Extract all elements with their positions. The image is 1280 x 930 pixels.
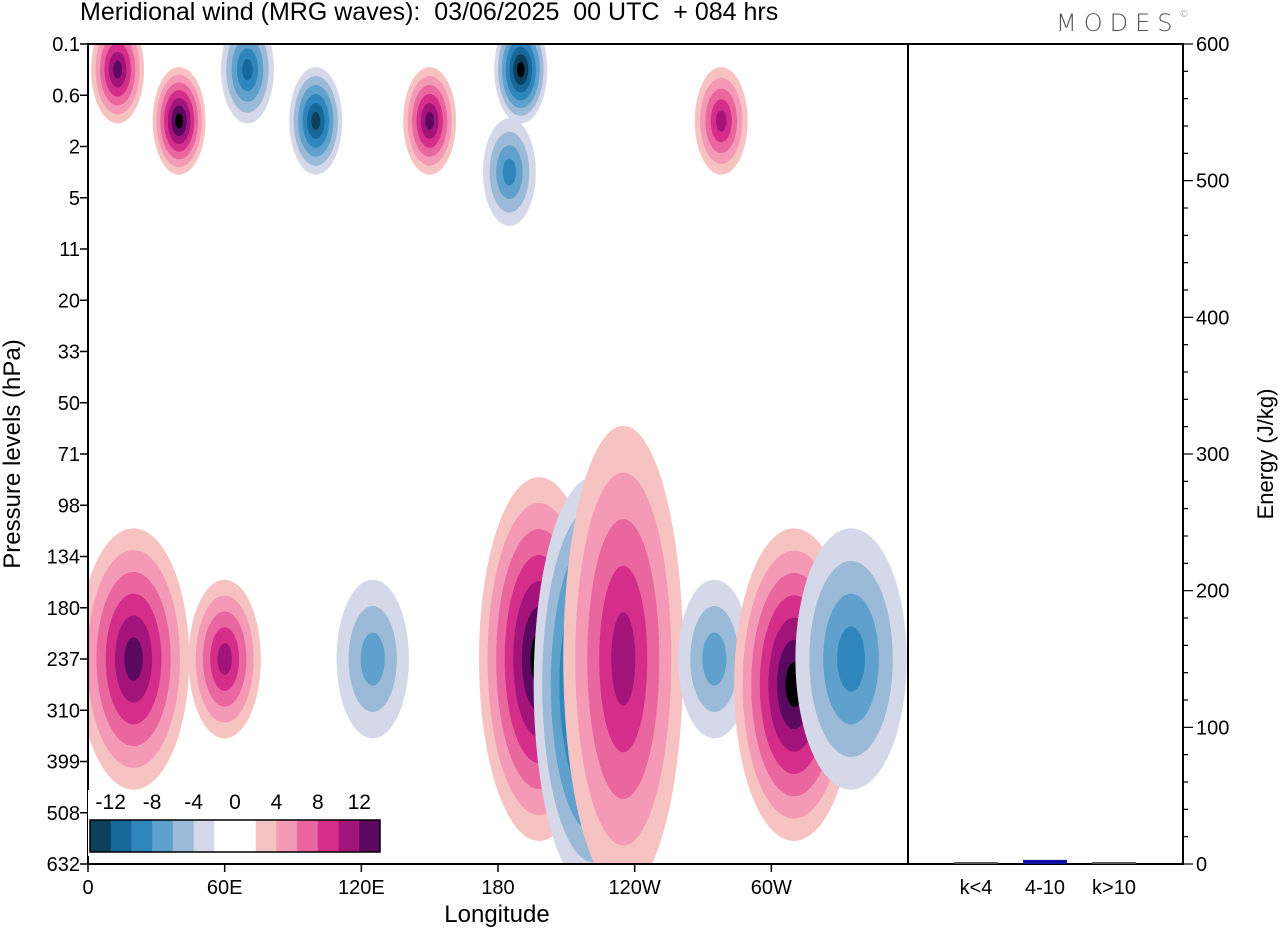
y-tick-label: 310: [47, 700, 80, 722]
contour-fill: [837, 626, 865, 692]
colorbar-swatch: [172, 820, 195, 852]
colorbar-label: 12: [348, 791, 371, 814]
colorbar-swatch: [359, 820, 381, 852]
colorbar-label: 4: [271, 791, 283, 814]
y-tick-label: 20: [58, 290, 80, 312]
colorbar-swatch: [90, 820, 112, 852]
contour-fill: [360, 632, 385, 686]
y-tick-label: 11: [59, 239, 80, 261]
energy-tick-label: 300: [1196, 444, 1229, 466]
energy-bar: [1023, 859, 1067, 864]
wind-anomaly-positive-0: [91, 44, 145, 124]
colorbar-swatch: [131, 820, 153, 852]
energy-tick-label: 500: [1196, 171, 1229, 193]
contour-fill: [124, 637, 143, 681]
colorbar-frame: [89, 819, 381, 853]
longitude-ticks: 0 60E 120E 180 120W 60W: [82, 864, 792, 899]
wind-anomaly-positive-1: [152, 67, 206, 175]
colorbar-label: 0: [229, 791, 241, 814]
energy-tick-label: 200: [1196, 581, 1229, 603]
x-tick-label: 180: [481, 877, 514, 899]
wind-anomaly-negative-5: [494, 44, 548, 124]
wind-anomaly-positive-4: [403, 67, 457, 175]
y-tick-label: 237: [47, 649, 80, 671]
colorbar-swatch: [276, 820, 298, 852]
wind-anomaly-negative-3: [289, 67, 343, 175]
y-tick-label: 0.6: [52, 85, 80, 107]
x-tick-label: 0: [82, 877, 93, 899]
chart-title: Meridional wind (MRG waves): 03/06/2025 …: [80, 0, 779, 26]
x-axis-label: Longitude: [444, 901, 549, 928]
y-tick-label: 632: [47, 854, 80, 876]
x-tick-label: 60E: [207, 877, 243, 899]
colorbar-swatch: [214, 820, 236, 852]
y-tick-label: 508: [47, 803, 80, 825]
energy-category-label: k<4: [960, 877, 993, 899]
colorbar-swatch: [110, 820, 132, 852]
y-tick-label: 399: [47, 752, 80, 774]
wind-anomaly-negative-16: [795, 528, 907, 790]
energy-axis-label: Energy (J/kg): [1253, 389, 1278, 520]
colorbar-swatch: [255, 820, 277, 852]
contour-fill: [311, 111, 321, 130]
energy-category-label: k>10: [1092, 877, 1136, 899]
contour-fill: [175, 113, 183, 129]
modes-logo: MODES©: [1056, 9, 1189, 37]
colorbar-label: -4: [184, 791, 203, 814]
contour-fill: [425, 111, 435, 130]
x-tick-label: 120E: [338, 877, 385, 899]
contour-fill: [217, 643, 232, 675]
contour-fill: [242, 58, 253, 81]
contour-fill: [702, 632, 727, 686]
colorbar-swatch: [297, 820, 319, 852]
energy-ticks: 0 100 200 300 400 500 600: [1183, 34, 1229, 876]
energy-bar: [954, 862, 998, 864]
colorbar: -12 -8 -4 0 4 8 12: [88, 790, 382, 856]
y-tick-label: 2: [69, 137, 80, 159]
y-tick-label: 50: [58, 393, 80, 415]
contour-fill: [611, 612, 636, 706]
colorbar-swatch: [152, 820, 174, 852]
energy-tick-label: 600: [1196, 34, 1229, 56]
y-tick-label: 0.1: [52, 34, 80, 56]
wind-anomaly-negative-2: [221, 44, 274, 124]
colorbar-label: -12: [96, 791, 126, 814]
energy-tick-label: 400: [1196, 307, 1229, 329]
wind-anomaly-negative-10: [336, 579, 409, 739]
contour-fill: [516, 61, 525, 78]
contour-fill: [113, 60, 123, 79]
y-axis-label: Pressure levels (hPa): [0, 339, 26, 568]
wind-anomaly-negative-14: [678, 579, 751, 739]
y-tick-label: 71: [58, 444, 80, 466]
colorbar-label: -8: [143, 791, 162, 814]
pressure-level-ticks: 0.1 0.6 2 5 11 20 33 50 71 98 134 180 237 310 399 508 63…: [47, 34, 88, 876]
y-tick-label: 134: [47, 547, 80, 569]
colorbar-swatch: [235, 820, 257, 852]
energy-tick-label: 0: [1196, 854, 1207, 876]
x-tick-label: 60W: [751, 877, 792, 899]
wind-anomaly-positive-9: [188, 579, 261, 739]
y-tick-label: 180: [47, 598, 80, 620]
energy-panel-frame: [907, 43, 1184, 865]
wind-anomaly-positive-8: [88, 528, 190, 790]
y-tick-label: 5: [69, 188, 80, 210]
y-tick-label: 98: [58, 495, 80, 517]
energy-tick-label: 100: [1196, 717, 1229, 739]
wind-field: [88, 44, 907, 864]
contour-fill: [502, 158, 517, 186]
colorbar-swatch: [193, 820, 215, 852]
colorbar-swatch: [338, 820, 360, 852]
y-tick-label: 33: [58, 342, 80, 364]
contour-fill: [715, 110, 727, 132]
wind-anomaly-positive-7: [694, 67, 748, 175]
colorbar-swatch: [317, 820, 340, 852]
x-tick-label: 120W: [609, 877, 661, 899]
energy-category-label: 4-10: [1025, 877, 1065, 899]
wind-anomaly-positive-13: [563, 425, 684, 864]
wind-anomaly-negative-6: [482, 118, 536, 226]
energy-bars: k<4 4-10 k>10: [954, 859, 1136, 899]
energy-bar: [1092, 862, 1136, 864]
colorbar-label: 8: [312, 791, 324, 814]
